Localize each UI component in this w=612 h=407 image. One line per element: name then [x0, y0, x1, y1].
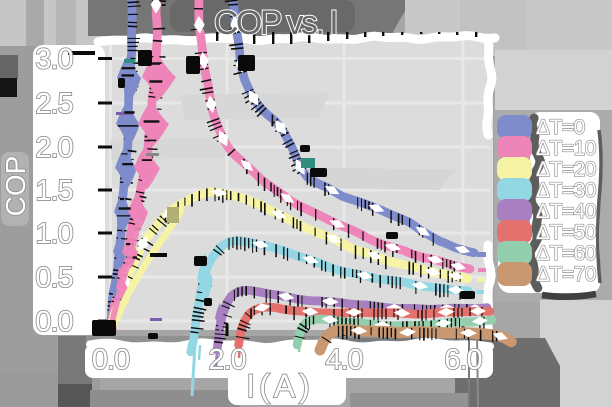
svg-text:I(A): I(A)	[246, 368, 314, 404]
svg-text:COP vs. I: COP vs. I	[214, 4, 336, 42]
svg-text:2.5: 2.5	[35, 88, 72, 120]
svg-text:ΔT=40: ΔT=40	[536, 200, 596, 223]
svg-text:ΔT=70: ΔT=70	[536, 263, 596, 286]
svg-text:ΔT=50: ΔT=50	[536, 221, 596, 244]
svg-text:ΔT=60: ΔT=60	[536, 242, 596, 265]
svg-text:0.0: 0.0	[92, 344, 129, 376]
svg-text:2.0: 2.0	[35, 132, 72, 164]
svg-text:2.0: 2.0	[208, 344, 245, 376]
svg-text:COP: COP	[0, 156, 31, 217]
svg-text:ΔT=30: ΔT=30	[536, 179, 596, 202]
svg-text:1.5: 1.5	[35, 175, 72, 207]
svg-text:3.0: 3.0	[35, 44, 72, 76]
svg-text:6.0: 6.0	[444, 344, 481, 376]
svg-text:0.5: 0.5	[35, 262, 72, 294]
svg-text:1.0: 1.0	[35, 218, 72, 250]
svg-text:4.0: 4.0	[325, 344, 362, 376]
svg-text:0.0: 0.0	[35, 306, 72, 338]
svg-text:ΔT=20: ΔT=20	[536, 158, 596, 181]
svg-text:ΔT=10: ΔT=10	[536, 137, 596, 160]
svg-text:ΔT=0: ΔT=0	[536, 116, 585, 139]
